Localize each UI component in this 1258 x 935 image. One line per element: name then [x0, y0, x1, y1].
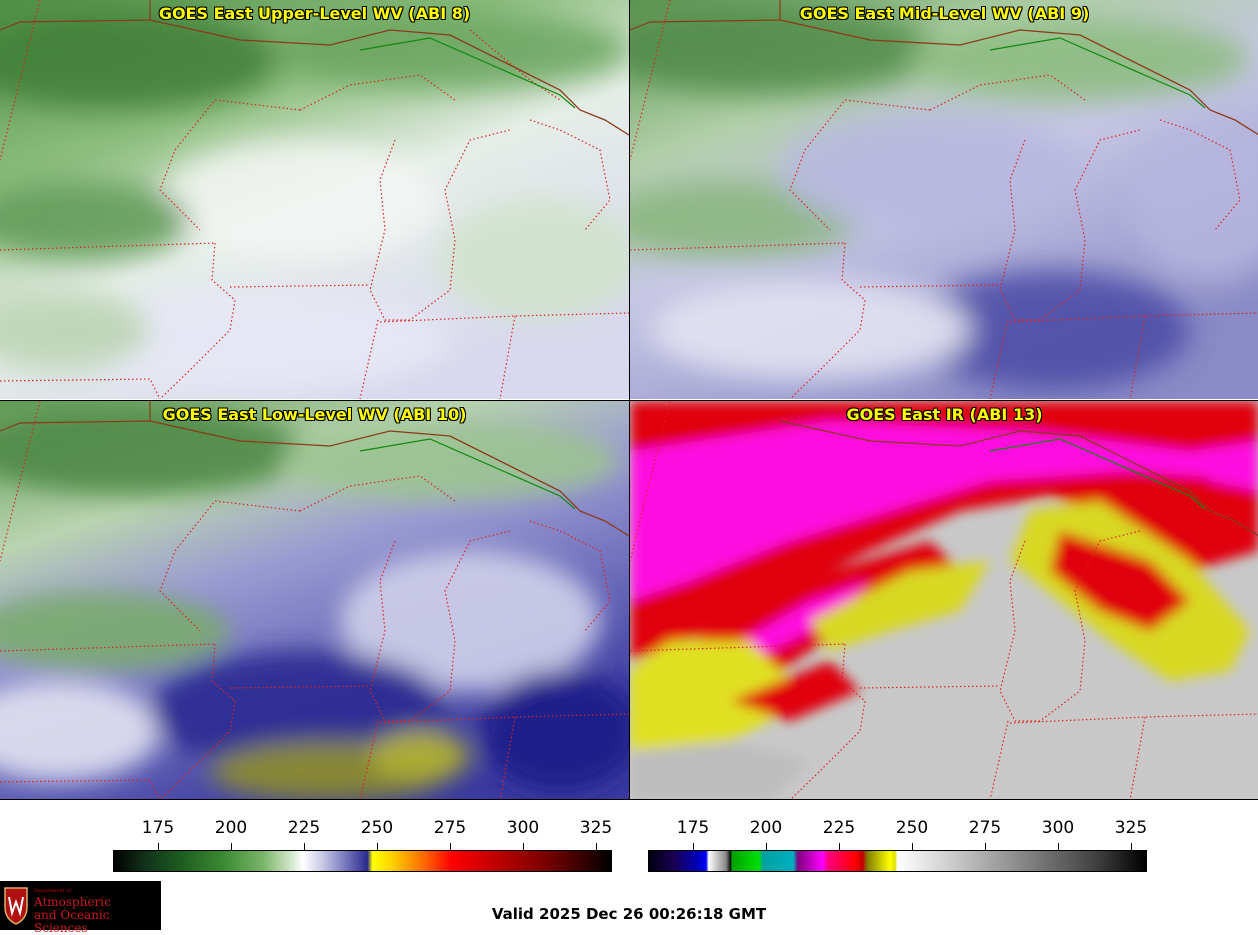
- panel-frame-bottom: [0, 799, 1258, 800]
- colorbar-tick: [158, 843, 159, 850]
- colorbar-tick-label: 175: [676, 818, 710, 838]
- wv-colorbar: [113, 850, 612, 872]
- mid-level-wv-image: [630, 0, 1258, 399]
- colorbar-tick: [839, 843, 840, 850]
- logo-department-text: Department of: [34, 888, 71, 894]
- colorbar-tick: [231, 843, 232, 850]
- colorbar-tick: [985, 843, 986, 850]
- uw-crest-icon: [4, 887, 28, 925]
- panel-divider-horizontal: [0, 400, 1258, 401]
- colorbar-tick: [523, 843, 524, 850]
- colorbar-tick: [377, 843, 378, 850]
- colorbar-tick: [596, 843, 597, 850]
- colorbar-tick-label: 275: [968, 818, 1002, 838]
- ir-panel: GOES East IR (ABI 13): [630, 401, 1258, 800]
- colorbar-tick-label: 175: [141, 818, 175, 838]
- upper-level-wv-panel: GOES East Upper-Level WV (ABI 8): [0, 0, 629, 399]
- ir-colorbar: [648, 850, 1147, 872]
- logo-line-atmospheric: Atmospheric: [34, 895, 111, 909]
- colorbar-tick-label: 300: [1041, 818, 1075, 838]
- colorbar-tick-label: 325: [579, 818, 613, 838]
- colorbar-tick-label: 200: [214, 818, 248, 838]
- mid-level-wv-panel: GOES East Mid-Level WV (ABI 9): [630, 0, 1258, 399]
- colorbar-tick: [304, 843, 305, 850]
- colorbar-tick-label: 250: [360, 818, 394, 838]
- colorbar-tick-label: 300: [506, 818, 540, 838]
- valid-time: Valid 2025 Dec 26 00:26:18 GMT: [491, 905, 767, 923]
- low-level-wv-panel: GOES East Low-Level WV (ABI 10): [0, 401, 629, 800]
- colorbar-tick-label: 200: [749, 818, 783, 838]
- colorbar-tick-label: 325: [1114, 818, 1148, 838]
- low-level-wv-image: [0, 401, 629, 800]
- upper-level-wv-image: [0, 0, 629, 399]
- aos-logo: Department of Atmospheric and Oceanic Sc…: [0, 881, 161, 935]
- colorbar-tick-label: 225: [287, 818, 321, 838]
- panel-title: GOES East Mid-Level WV (ABI 9): [799, 4, 1090, 23]
- panel-title: GOES East Low-Level WV (ABI 10): [162, 405, 467, 424]
- ir-image: [630, 401, 1258, 800]
- panel-title: GOES East Upper-Level WV (ABI 8): [158, 4, 471, 23]
- colorbar-tick: [450, 843, 451, 850]
- colorbar-tick: [912, 843, 913, 850]
- colorbar-tick-label: 275: [433, 818, 467, 838]
- colorbar-tick: [766, 843, 767, 850]
- colorbar-tick: [1131, 843, 1132, 850]
- colorbar-tick: [1058, 843, 1059, 850]
- panel-title: GOES East IR (ABI 13): [846, 405, 1043, 424]
- colorbar-tick-label: 225: [822, 818, 856, 838]
- colorbar-tick-label: 250: [895, 818, 929, 838]
- logo-name-text: Atmospheric and Oceanic Sciences: [34, 896, 161, 935]
- colorbar-tick: [693, 843, 694, 850]
